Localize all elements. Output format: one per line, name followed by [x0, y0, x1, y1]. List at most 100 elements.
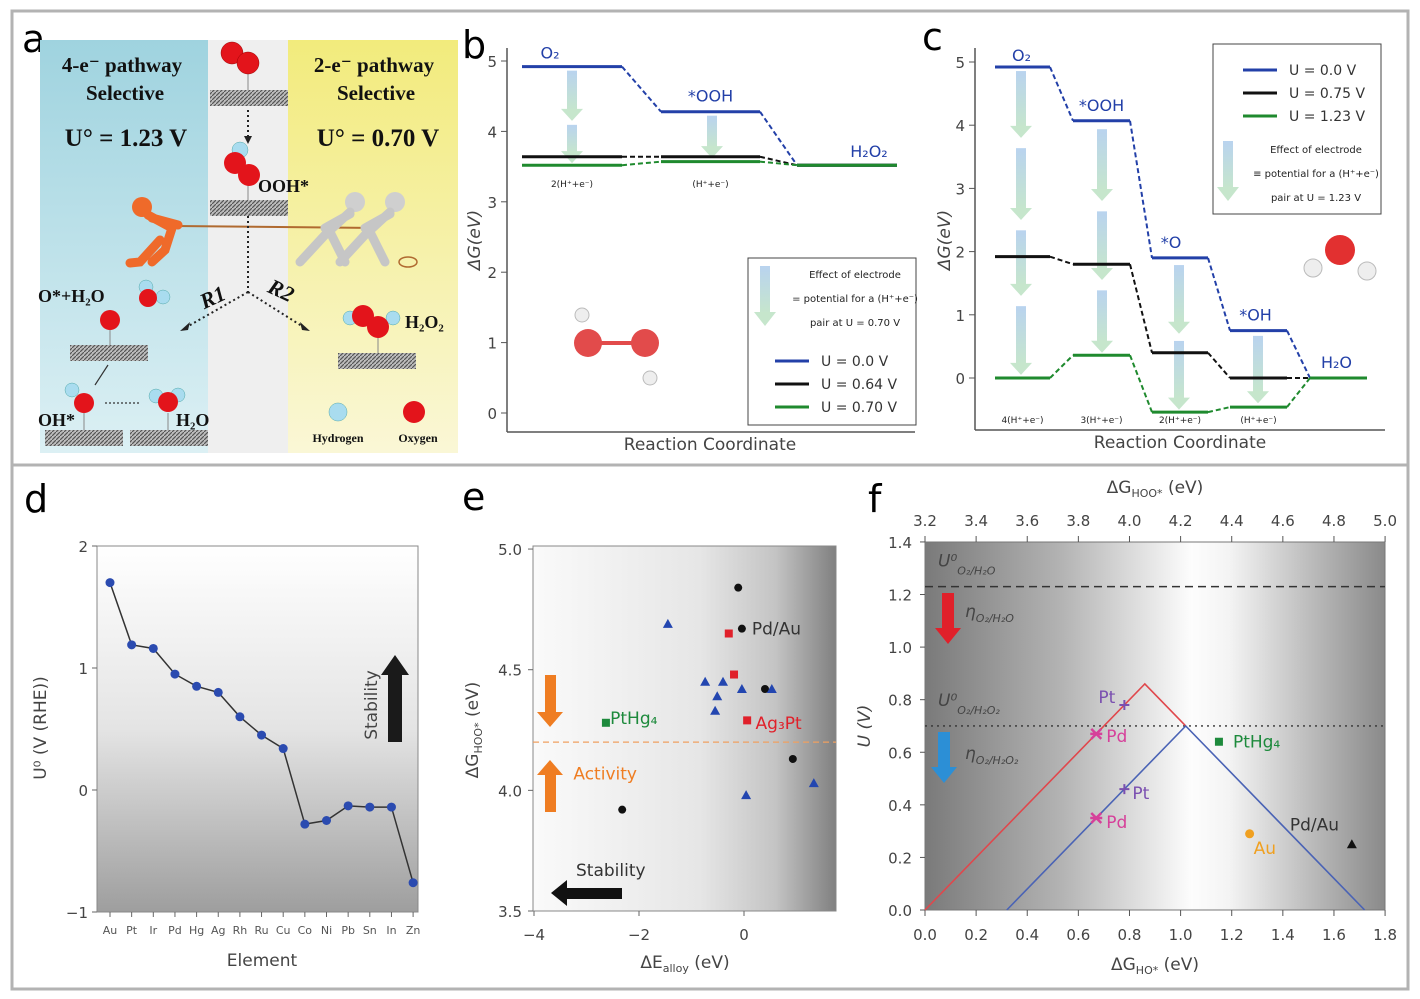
x2-label-sub: HOO*	[1131, 487, 1163, 500]
data-point-circle	[737, 624, 746, 633]
point-label: Pd	[1106, 813, 1127, 833]
legend-box	[1212, 43, 1382, 215]
y-tick-label: 0	[78, 782, 88, 800]
x-tick-label: Hg	[189, 924, 204, 937]
plot-area	[532, 545, 837, 912]
x2-tick-label: 3.2	[913, 512, 937, 530]
y-label-main: ΔG	[463, 754, 483, 779]
ooh-molecule	[224, 141, 260, 200]
y-axis-label: ΔG(eV)	[465, 210, 485, 272]
electrode-effect-arrowhead	[1091, 189, 1113, 202]
surface-top	[210, 90, 288, 106]
label-sub: O₂/H₂O	[976, 612, 1014, 625]
surface-middle	[210, 200, 288, 216]
reference-line-label: U⁰O₂/H₂O₂	[938, 691, 1000, 717]
x-tick-label: Pb	[341, 924, 355, 937]
data-point-square	[1214, 737, 1223, 746]
electrode-effect-arrowhead	[1091, 268, 1113, 281]
legend-note-line: pair at U = 0.70 V	[810, 318, 900, 329]
data-point-triangle	[712, 691, 723, 701]
x-tick-label: 0.8	[1118, 926, 1142, 944]
state-label: H₂O	[1321, 353, 1352, 372]
y-tick-label: 2	[78, 538, 88, 556]
point-Cu	[278, 744, 288, 754]
x2-tick-label: 4.8	[1322, 512, 1346, 530]
label-sub: O₂/H₂O₂	[957, 704, 1000, 717]
electrode-effect-arrowhead	[1247, 391, 1269, 404]
connector-2-1	[759, 160, 798, 167]
panel-a-diagram: 4-e⁻ pathway Selective U° = 1.23 V 2-e⁻ …	[38, 40, 458, 453]
x-tick-label: Au	[103, 924, 118, 937]
pathway-r1-arrow	[184, 291, 249, 329]
panel-e-chart: ΔGHOO* (eV) ΔEalloy (eV) 3.5 4.0 4.5 5.0 −4 −…	[463, 541, 837, 975]
data-point-circle	[1245, 829, 1255, 839]
point-Au	[105, 578, 115, 588]
y-tick-label: 0.4	[888, 797, 912, 815]
legend-effect-arrow	[1223, 141, 1233, 189]
red-overpotential-arrow	[935, 593, 961, 644]
x-tick-label: 0.4	[1015, 926, 1039, 944]
arrow-o-to-oh	[94, 364, 109, 386]
stability-annotation: Stability	[362, 670, 382, 740]
data-point-square	[724, 629, 733, 638]
data-point-square	[730, 670, 739, 679]
left-potential: U° = 1.23 V	[65, 125, 187, 152]
legend-oxygen: Oxygen	[398, 431, 438, 445]
x2-tick-label: 3.8	[1066, 512, 1090, 530]
x2-tick-label: 3.6	[1015, 512, 1039, 530]
y-tick-label: −1	[66, 904, 88, 922]
y-tick-label: 0.8	[888, 692, 912, 710]
electrode-effect-arrowhead	[1168, 397, 1190, 410]
connector-1-1	[1129, 263, 1153, 353]
data-point-triangle	[710, 705, 721, 715]
electrode-effect-arrow	[1016, 148, 1026, 210]
data-point-triangle	[700, 676, 711, 686]
electrode-effect-arrow	[1253, 335, 1263, 394]
point-Sn	[365, 802, 375, 812]
legend-note-line: = potential for a (H⁺+e⁻)	[792, 294, 918, 305]
annotation-label: Stability	[576, 861, 646, 881]
x-tick-label: Rh	[233, 924, 248, 937]
step-label: (H⁺+e⁻)	[692, 180, 728, 190]
point-Ni	[322, 816, 331, 825]
electrode-effect-arrow	[567, 124, 577, 154]
y-axis-label: U (V)	[855, 705, 875, 748]
y-tick-label: 0	[955, 370, 965, 388]
y-tick-label: 4.0	[498, 782, 522, 800]
panel-c-chart: ΔG(eV) Reaction Coordinate 0 1 2 3 4 5 O₂ *OOH *…	[935, 43, 1385, 453]
connector-2-2	[1207, 406, 1231, 414]
x-label-unit: (eV)	[1158, 955, 1199, 975]
overpotential-label: ηO₂/H₂O	[965, 602, 1014, 625]
data-point-circle	[618, 805, 627, 814]
y-tick-label: 1	[78, 660, 88, 678]
data-point-triangle	[808, 778, 819, 788]
data-point-square	[601, 718, 610, 727]
activity-arrow-down	[537, 675, 563, 727]
y-tick-label: 1.4	[888, 534, 912, 552]
y-tick-label: 3	[955, 180, 965, 198]
legend-note-line: Effect of electrode	[809, 270, 901, 281]
electrode-effect-arrowhead	[1010, 362, 1032, 375]
x-tick-label: Cu	[276, 924, 291, 937]
data-point-triangle	[718, 676, 728, 686]
panel-label-b: b	[462, 23, 486, 67]
panel-b-chart: ΔG(eV) Reaction Coordinate 0 1 2 3 4 5 O₂ *OOH H…	[465, 44, 918, 455]
x-axis-label: Element	[227, 951, 298, 971]
data-point-star	[1090, 727, 1103, 740]
x-tick-label: 1.2	[1220, 926, 1244, 944]
oxygen-legend-swatch	[403, 401, 425, 423]
point-Hg	[192, 681, 202, 691]
connector-1-1	[759, 155, 798, 167]
label-sub: O₂/H₂O	[957, 565, 995, 578]
x-tick-label: Ir	[149, 924, 157, 937]
point-label: Pt	[1098, 688, 1115, 708]
point-label: Pd	[1106, 727, 1127, 747]
connector-2-0	[1049, 354, 1074, 379]
stability-arrow	[381, 655, 409, 742]
activity-arrow-up	[537, 760, 563, 812]
legend-entry: U = 1.23 V	[1289, 109, 1366, 125]
x-tick-label: Pd	[168, 924, 182, 937]
arrow-head	[244, 136, 252, 144]
panel-label-a: a	[22, 17, 45, 61]
x2-tick-label: 4.2	[1169, 512, 1193, 530]
